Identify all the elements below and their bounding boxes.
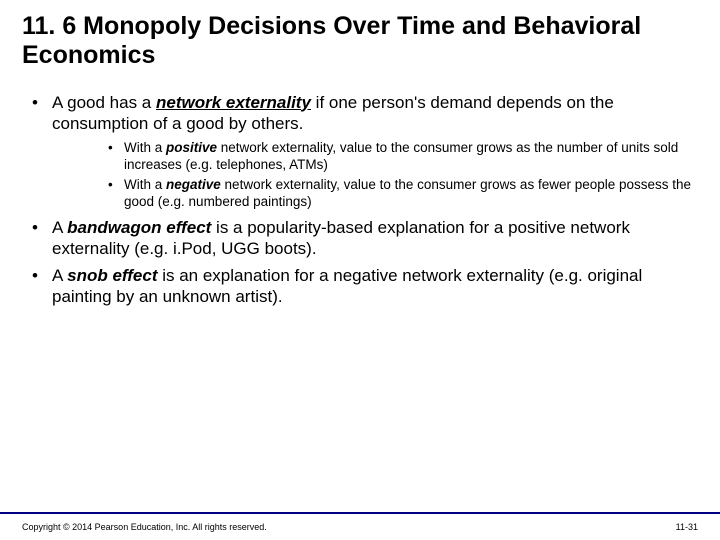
footer-page-number: 11-31: [676, 522, 698, 532]
footer-copyright: Copyright © 2014 Pearson Education, Inc.…: [22, 522, 267, 532]
bullet-1b-term: negative: [166, 177, 221, 192]
bullet-1a-term: positive: [166, 140, 217, 155]
bullet-1a: With a positive network externality, val…: [52, 140, 698, 174]
bullet-3: A snob effect is an explanation for a ne…: [22, 265, 698, 308]
bullet-1-pre: A good has a: [52, 93, 156, 112]
bullet-1a-pre: With a: [124, 140, 166, 155]
bullet-1b: With a negative network externality, val…: [52, 177, 698, 211]
bullet-3-pre: A: [52, 266, 67, 285]
bullet-2-pre: A: [52, 218, 67, 237]
bullet-3-term: snob effect: [67, 266, 157, 285]
bullet-1: A good has a network externality if one …: [22, 92, 698, 211]
bullet-1-term: network externality: [156, 93, 311, 112]
bullet-2: A bandwagon effect is a popularity-based…: [22, 217, 698, 260]
slide-footer: Copyright © 2014 Pearson Education, Inc.…: [0, 512, 720, 540]
bullet-list-level1: A good has a network externality if one …: [22, 92, 698, 308]
slide-container: 11. 6 Monopoly Decisions Over Time and B…: [0, 0, 720, 540]
slide-title: 11. 6 Monopoly Decisions Over Time and B…: [22, 12, 698, 70]
bullet-2-term: bandwagon effect: [67, 218, 211, 237]
bullet-1b-pre: With a: [124, 177, 166, 192]
bullet-list-level2: With a positive network externality, val…: [52, 140, 698, 211]
